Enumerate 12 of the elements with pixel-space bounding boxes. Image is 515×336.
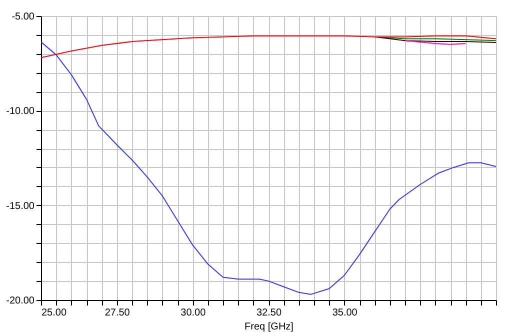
y-tick-label: -10.00 (6, 106, 35, 118)
y-tick-label: -5.00 (12, 12, 35, 22)
x-tick-label: 32.50 (256, 308, 282, 318)
x-axis-title: Freq [GHz] (244, 322, 294, 332)
y-tick-label: -20.00 (6, 296, 35, 306)
y-tick-label: -15.00 (6, 200, 35, 212)
x-tick-label: 30.00 (180, 308, 206, 318)
line-series (41, 35, 496, 58)
line-series (41, 41, 496, 295)
x-tick-label: 35.00 (332, 308, 358, 318)
x-tick-label: 27.50 (104, 308, 130, 318)
x-tick-label: 25.00 (42, 308, 67, 318)
